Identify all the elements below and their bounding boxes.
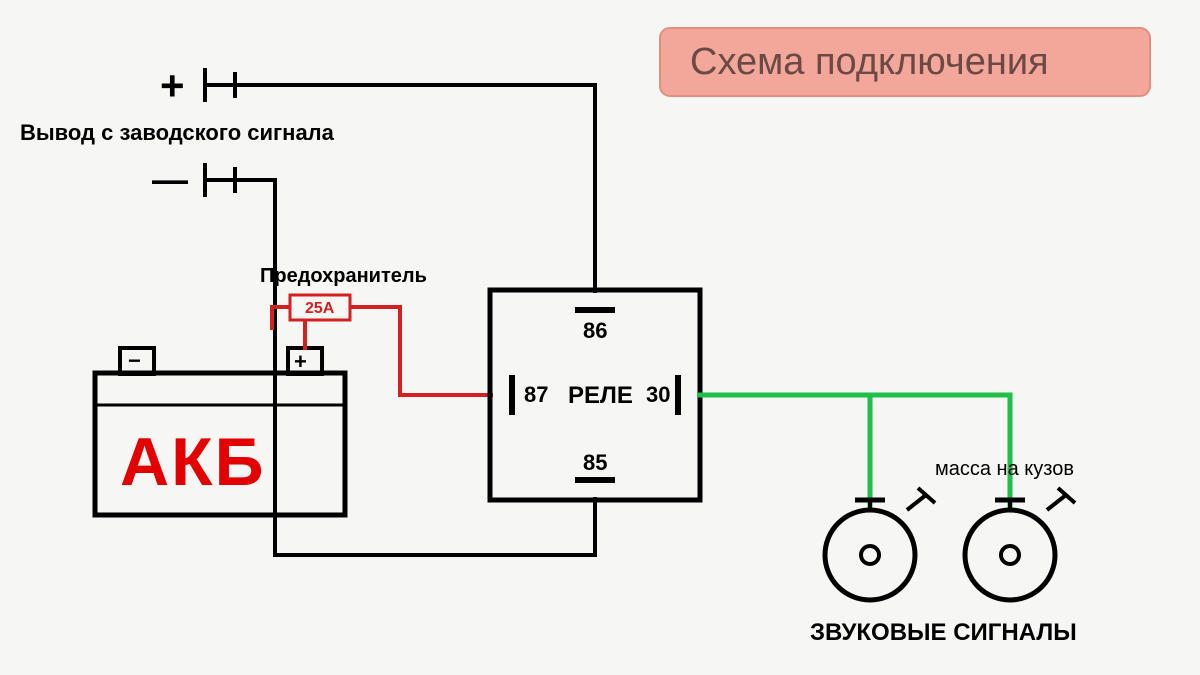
minus-terminal: — bbox=[152, 159, 235, 200]
wiring-diagram: Схема подключения Вывод с заводского сиг… bbox=[0, 0, 1200, 675]
svg-text:30: 30 bbox=[646, 382, 670, 407]
svg-text:+: + bbox=[294, 349, 307, 374]
horns-label: ЗВУКОВЫЕ СИГНАЛЫ bbox=[810, 619, 1077, 646]
wire-fuse-to-87 bbox=[350, 307, 493, 395]
ground-label: масса на кузов bbox=[935, 458, 1074, 480]
plus-terminal: + bbox=[160, 62, 235, 109]
wire-plus-to-86 bbox=[235, 85, 595, 293]
svg-text:87: 87 bbox=[524, 382, 548, 407]
horn-1 bbox=[825, 488, 935, 600]
battery-label: АКБ bbox=[120, 424, 266, 500]
relay: 86 85 87 30 РЕЛЕ bbox=[490, 290, 700, 500]
svg-text:—: — bbox=[152, 159, 188, 200]
svg-text:Предохранитель: Предохранитель bbox=[260, 265, 427, 287]
svg-text:−: − bbox=[128, 348, 141, 373]
factory-signal-label: Вывод с заводского сигнала bbox=[20, 120, 335, 145]
title-text: Схема подключения bbox=[690, 41, 1049, 83]
wire-30-to-horns-main bbox=[697, 395, 1010, 510]
svg-text:+: + bbox=[160, 62, 185, 109]
battery: − + АКБ bbox=[95, 348, 345, 515]
horn-2 bbox=[965, 488, 1075, 600]
title: Схема подключения bbox=[660, 28, 1150, 96]
svg-text:86: 86 bbox=[583, 318, 607, 343]
svg-text:85: 85 bbox=[583, 450, 607, 475]
svg-text:25А: 25А bbox=[305, 300, 335, 317]
svg-text:РЕЛЕ: РЕЛЕ bbox=[568, 382, 633, 409]
